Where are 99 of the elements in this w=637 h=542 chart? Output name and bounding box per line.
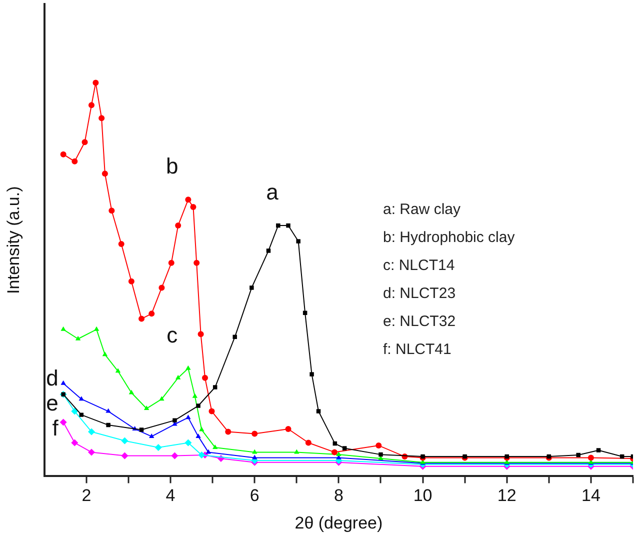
point: [106, 408, 111, 413]
point: [176, 374, 181, 380]
point: [266, 248, 271, 253]
x-tick-label: 6: [250, 486, 260, 506]
point: [144, 406, 150, 410]
point: [72, 158, 78, 164]
point: [305, 440, 312, 446]
point: [276, 223, 280, 228]
point: [71, 408, 78, 415]
point: [139, 428, 144, 432]
point: [316, 409, 321, 414]
point: [148, 310, 155, 317]
point: [79, 412, 84, 417]
point: [376, 442, 382, 449]
point: [208, 408, 215, 414]
point: [149, 433, 154, 438]
point: [199, 426, 204, 432]
point: [60, 380, 66, 385]
point: [378, 452, 383, 457]
point: [71, 439, 78, 446]
annotation: f: NLCT41: [383, 340, 452, 360]
point: [576, 452, 580, 458]
point: [198, 331, 204, 338]
point: [194, 260, 200, 266]
point: [196, 433, 201, 438]
point: [196, 404, 200, 408]
point: [121, 452, 128, 460]
point: [92, 80, 99, 86]
annotation: e: NLCT32: [383, 312, 457, 332]
point: [154, 444, 162, 451]
point: [588, 454, 594, 461]
point: [212, 385, 218, 390]
x-tick-label: 4: [166, 486, 176, 506]
point: [128, 390, 134, 394]
series-label: b: [166, 154, 178, 179]
x-tick-label: 8: [334, 486, 344, 506]
point: [158, 284, 165, 291]
point: [159, 396, 164, 401]
point: [296, 239, 300, 244]
point: [115, 368, 121, 373]
point: [285, 426, 292, 432]
point: [88, 428, 95, 436]
point: [88, 448, 95, 456]
point: [190, 204, 196, 210]
series-label: e: [46, 390, 58, 416]
point: [102, 170, 108, 177]
point: [106, 422, 110, 428]
point: [185, 196, 192, 203]
point: [75, 336, 81, 340]
point: [342, 446, 347, 450]
point: [252, 430, 258, 437]
point: [175, 222, 182, 229]
point: [596, 448, 601, 452]
point: [336, 452, 342, 456]
x-tick-label: 14: [581, 486, 600, 506]
series-label: c: [166, 322, 178, 348]
point: [206, 449, 211, 454]
point: [232, 334, 237, 340]
point: [184, 439, 192, 446]
annotation: a: Raw clay: [383, 200, 462, 220]
point: [198, 451, 206, 458]
point: [212, 444, 218, 449]
annotation: d: NLCT23: [383, 284, 457, 304]
point: [98, 115, 105, 122]
point: [102, 352, 108, 356]
point: [186, 365, 191, 370]
series-label: f: [52, 415, 60, 440]
point: [78, 396, 84, 401]
point: [286, 223, 290, 228]
point: [186, 414, 191, 420]
point: [250, 286, 254, 290]
point: [94, 326, 100, 331]
point: [60, 326, 66, 331]
point: [121, 437, 128, 444]
series-label: d: [46, 365, 58, 390]
y-axis-title: Intensity (a.u.): [4, 186, 23, 294]
point: [310, 372, 314, 376]
point: [192, 393, 198, 398]
x-tick-label: 10: [413, 486, 432, 506]
point: [331, 449, 338, 456]
x-tick-label: 12: [497, 486, 516, 506]
point: [108, 208, 115, 214]
point: [202, 374, 208, 381]
x-axis-title: 2θ (degree): [294, 513, 383, 532]
point: [172, 418, 177, 422]
annotation: c: NLCT14: [383, 256, 456, 276]
point: [118, 241, 124, 248]
point: [88, 102, 94, 108]
point: [60, 151, 66, 158]
point: [138, 316, 145, 322]
point: [225, 428, 232, 435]
point: [171, 452, 178, 460]
annotation: b: Hydrophobic clay: [383, 228, 515, 248]
series-label: a: [266, 180, 280, 205]
point: [82, 139, 88, 146]
point: [60, 418, 67, 426]
point: [128, 278, 134, 284]
point: [168, 260, 174, 266]
x-tick-label: 2: [82, 486, 92, 506]
